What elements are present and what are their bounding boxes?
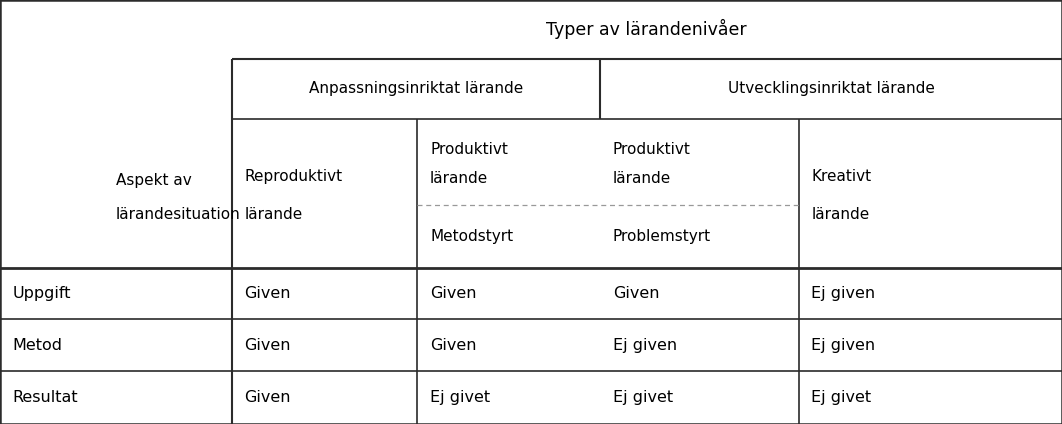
Text: Given: Given: [430, 286, 477, 301]
Text: Typer av lärandenivåer: Typer av lärandenivåer: [547, 19, 747, 39]
Text: lärandesituation: lärandesituation: [116, 207, 240, 222]
Text: Resultat: Resultat: [13, 390, 79, 405]
Text: Given: Given: [244, 390, 291, 405]
Text: Given: Given: [244, 286, 291, 301]
Text: Problemstyrt: Problemstyrt: [613, 229, 710, 244]
Text: Kreativt: Kreativt: [811, 169, 872, 184]
Text: Ej given: Ej given: [811, 338, 875, 353]
Text: lärande: lärande: [244, 207, 303, 222]
Text: Ej givet: Ej givet: [430, 390, 491, 405]
Text: lärande: lärande: [811, 207, 870, 222]
Text: Given: Given: [430, 338, 477, 353]
Text: Utvecklingsinriktat lärande: Utvecklingsinriktat lärande: [727, 81, 935, 96]
Text: Ej given: Ej given: [811, 286, 875, 301]
Text: Metod: Metod: [13, 338, 63, 353]
Text: Produktivt: Produktivt: [613, 142, 690, 157]
Text: Given: Given: [613, 286, 660, 301]
Text: Reproduktivt: Reproduktivt: [244, 169, 342, 184]
Text: lärande: lärande: [430, 171, 489, 187]
Text: lärande: lärande: [613, 171, 671, 187]
Text: Ej givet: Ej givet: [811, 390, 872, 405]
Text: Metodstyrt: Metodstyrt: [430, 229, 513, 244]
Text: Uppgift: Uppgift: [13, 286, 71, 301]
Text: Ej givet: Ej givet: [613, 390, 673, 405]
Text: Produktivt: Produktivt: [430, 142, 508, 157]
Text: Aspekt av: Aspekt av: [116, 173, 191, 188]
Text: Given: Given: [244, 338, 291, 353]
Text: Ej given: Ej given: [613, 338, 676, 353]
Text: Anpassningsinriktat lärande: Anpassningsinriktat lärande: [309, 81, 523, 96]
